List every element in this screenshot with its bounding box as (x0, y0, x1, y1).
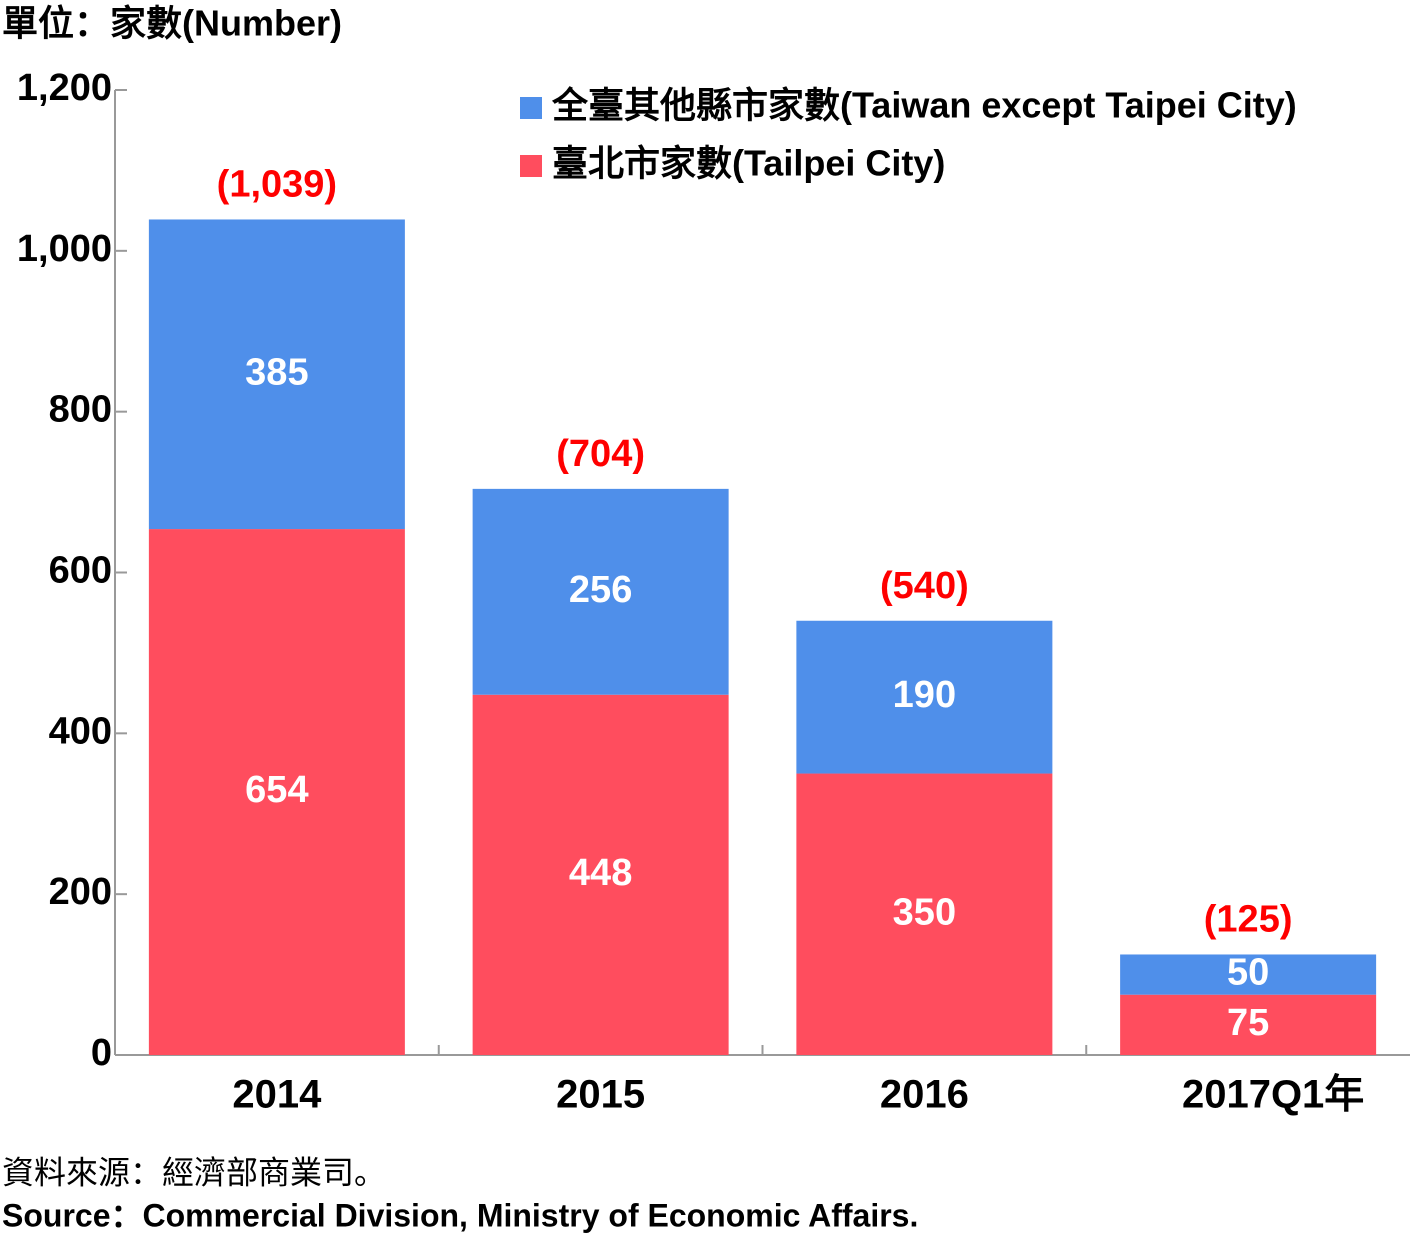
bar-segment (796, 620, 1053, 774)
y-tick-label: 400 (49, 710, 112, 752)
total-label: (540) (880, 565, 969, 607)
y-tick-label: 600 (49, 550, 112, 592)
legend-label: 臺北市家數(Tailpei City) (552, 143, 945, 184)
bar-segment (472, 694, 729, 1055)
data-label: 75 (1227, 1002, 1269, 1044)
bar-segment (1120, 994, 1377, 1055)
total-label: (125) (1204, 899, 1293, 941)
bar-segment (472, 488, 729, 695)
bar-segment (796, 773, 1053, 1055)
x-tick-label: 2015 (556, 1073, 645, 1117)
data-label: 256 (569, 569, 632, 611)
data-label: 385 (245, 351, 308, 393)
legend-swatch (520, 155, 542, 177)
y-tick-label: 1,200 (17, 67, 112, 109)
y-axis-label: 單位：家數(Number) (2, 3, 342, 44)
source-zh: 資料來源：經濟部商業司。 (2, 1154, 386, 1190)
total-label: (1,039) (217, 164, 337, 206)
y-tick-label: 200 (49, 871, 112, 913)
bar-segment (1120, 954, 1377, 995)
x-tick-label: 2017Q1年 (1182, 1073, 1364, 1117)
x-tick-label: 2016 (880, 1073, 969, 1117)
data-label: 350 (893, 891, 956, 933)
legend-swatch (520, 97, 542, 119)
source-en: Source：Commercial Division, Ministry of … (2, 1197, 918, 1233)
x-tick-label: 2014 (232, 1073, 322, 1117)
data-label: 190 (893, 674, 956, 716)
data-label: 448 (569, 852, 632, 894)
data-label: 654 (245, 769, 308, 811)
legend-label: 全臺其他縣市家數(Taiwan except Taipei City) (551, 85, 1297, 126)
bar-segment (148, 219, 405, 530)
y-tick-label: 0 (91, 1032, 112, 1074)
y-tick-label: 1,000 (17, 228, 112, 270)
total-label: (704) (556, 433, 645, 475)
data-label: 50 (1227, 952, 1269, 994)
y-tick-label: 800 (49, 389, 112, 431)
bar-segment (148, 529, 405, 1055)
